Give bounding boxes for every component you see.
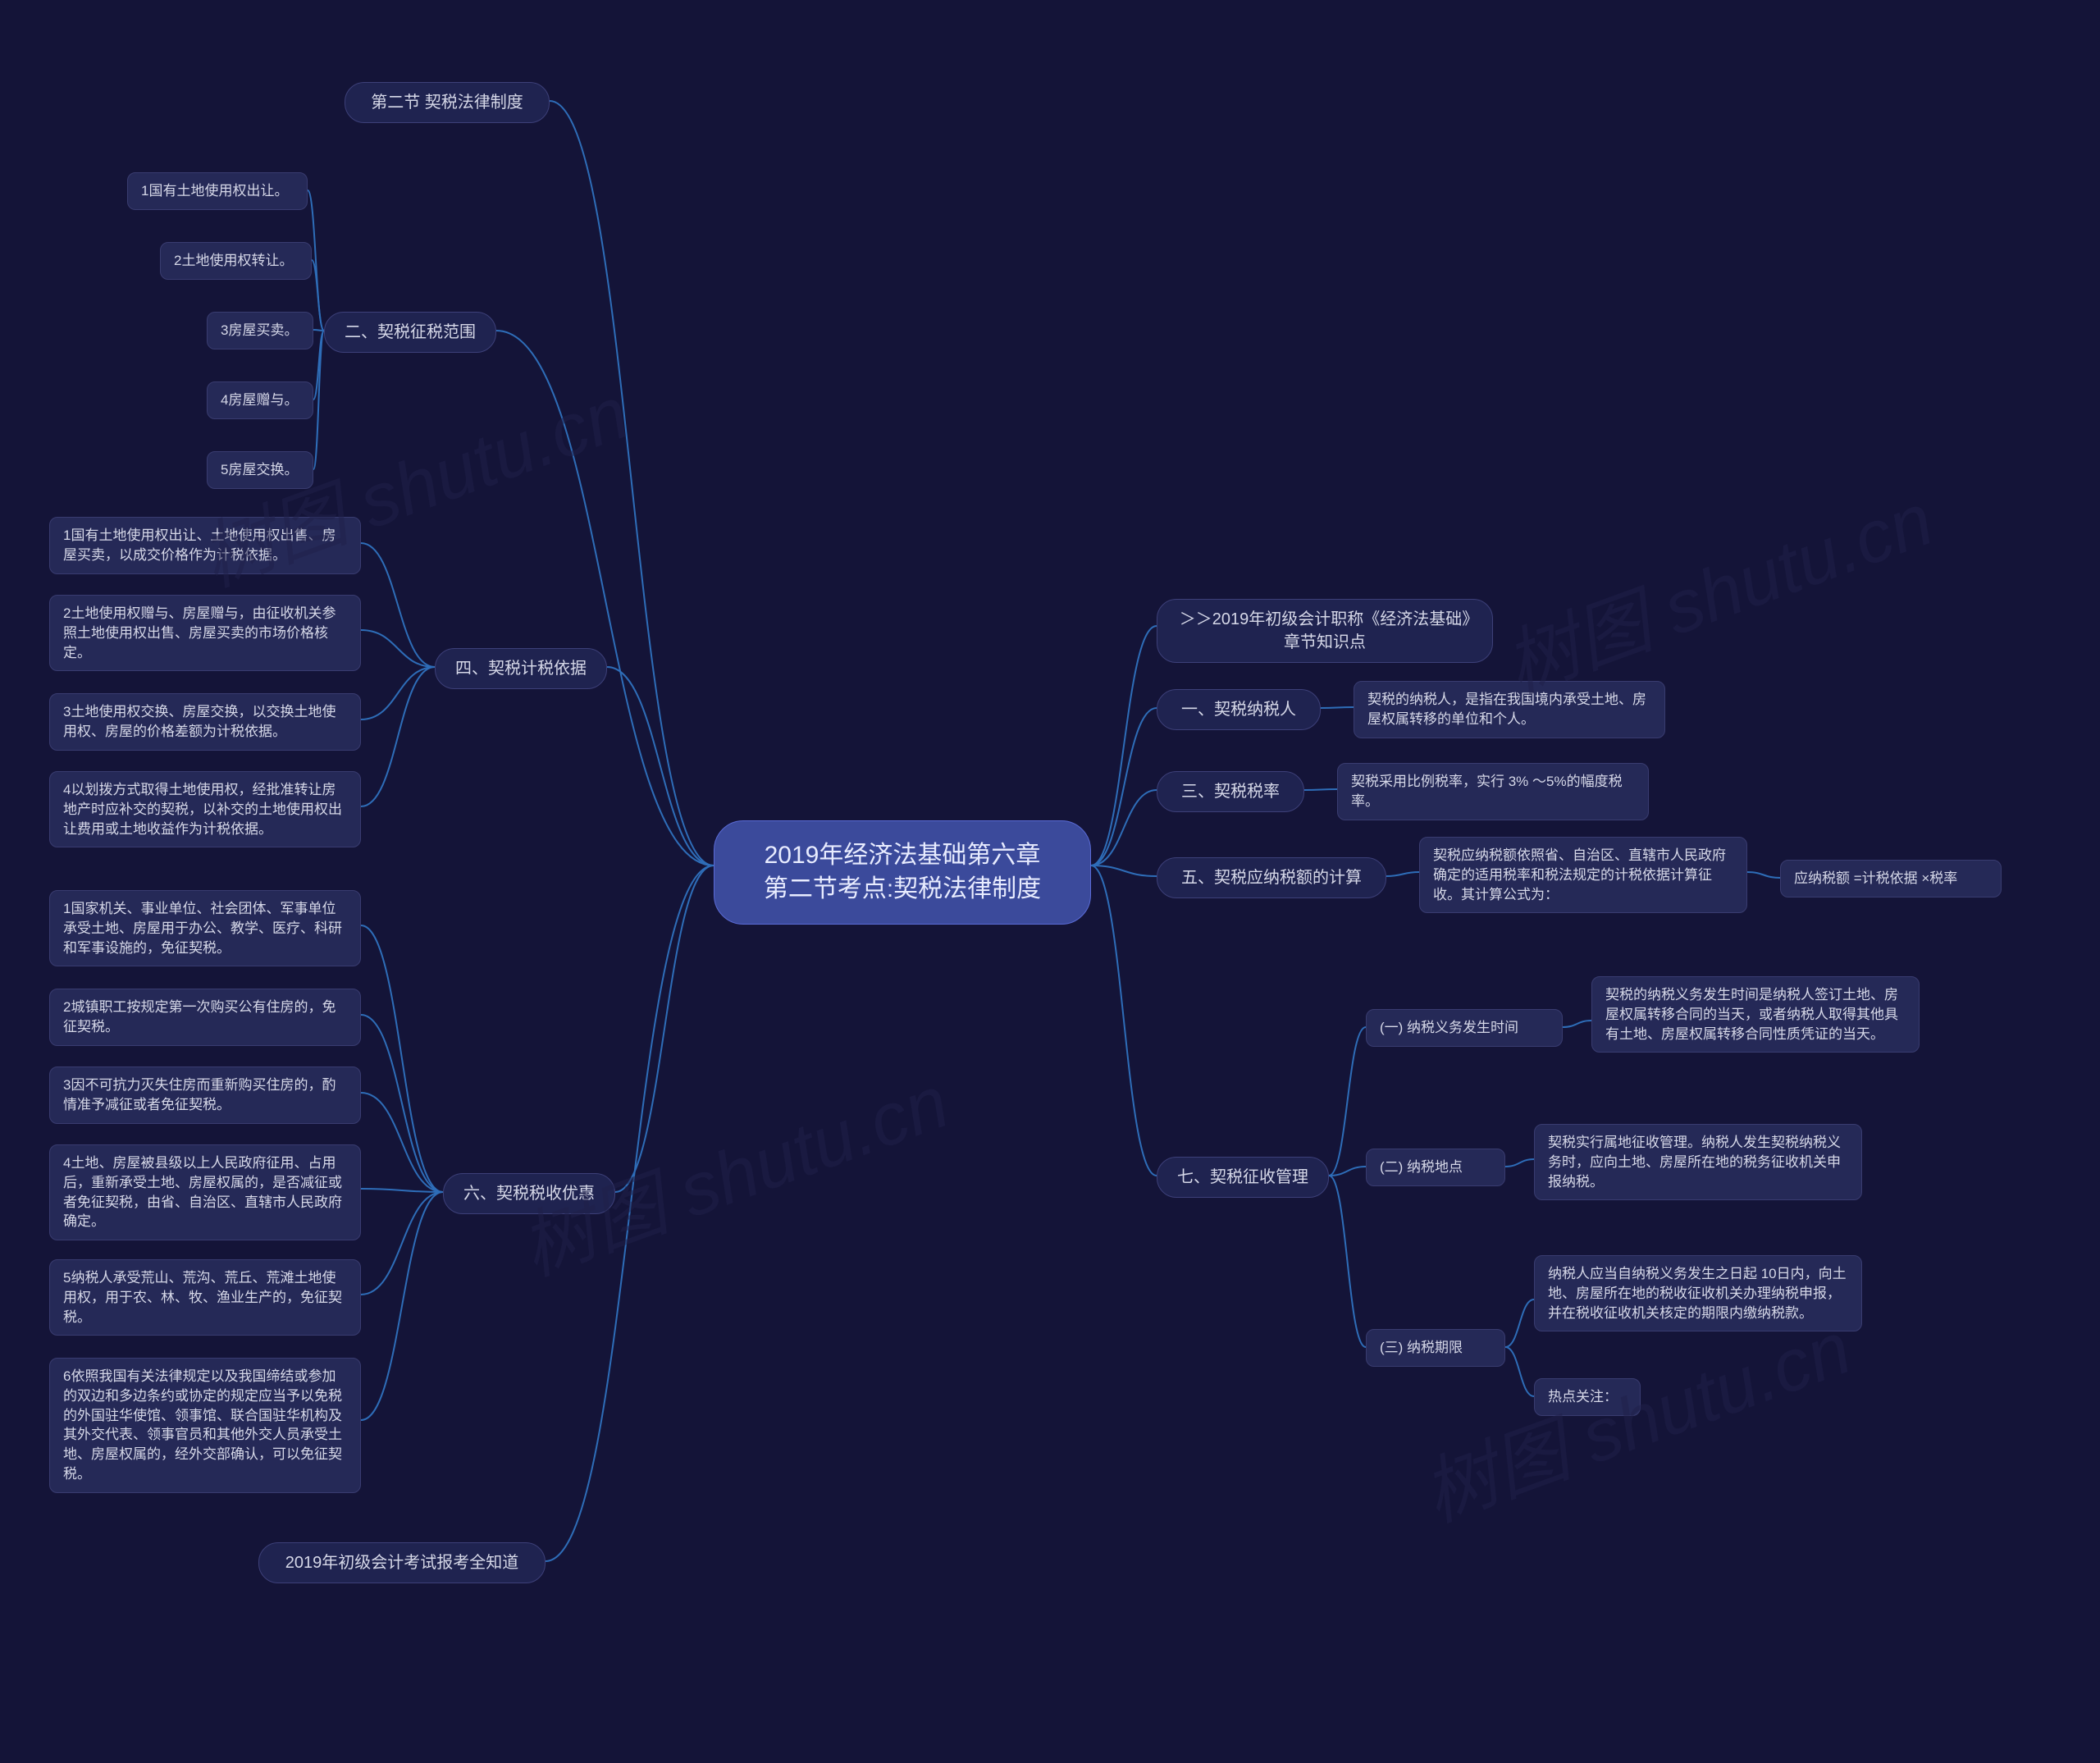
left-branch-3-leaf-1: 2城镇职工按规定第一次购买公有住房的，免征契税。 — [49, 989, 361, 1046]
left-branch-1-leaf-2: 3房屋买卖。 — [207, 312, 313, 349]
left-branch-3: 六、契税税收优惠 — [443, 1173, 615, 1214]
watermark-1: 树图 shutu.cn — [1488, 460, 1945, 714]
left-branch-1: 二、契税征税范围 — [324, 312, 496, 353]
left-branch-0: 第二节 契税法律制度 — [345, 82, 550, 123]
right-branch-4-leaf-0: (一) 纳税义务发生时间 — [1366, 1009, 1563, 1047]
left-branch-3-leaf-5: 6依照我国有关法律规定以及我国缔结或参加的双边和多边条约或协定的规定应当予以免税… — [49, 1358, 361, 1493]
right-branch-4: 七、契税征收管理 — [1157, 1157, 1329, 1198]
right-branch-2: 三、契税税率 — [1157, 771, 1304, 812]
right-branch-4-leaf-2-sub-1: 热点关注： — [1534, 1378, 1641, 1416]
right-branch-3-leaf-0-sub-0: 应纳税额 =计税依据 ×税率 — [1780, 860, 2002, 897]
left-branch-3-leaf-2: 3因不可抗力灭失住房而重新购买住房的，酌情准予减征或者免征契税。 — [49, 1066, 361, 1124]
left-branch-2: 四、契税计税依据 — [435, 648, 607, 689]
left-branch-1-leaf-0: 1国有土地使用权出让。 — [127, 172, 308, 210]
left-branch-4: 2019年初级会计考试报考全知道 — [258, 1542, 546, 1583]
right-branch-1: 一、契税纳税人 — [1157, 689, 1321, 730]
left-branch-3-leaf-4: 5纳税人承受荒山、荒沟、荒丘、荒滩土地使用权，用于农、林、牧、渔业生产的，免征契… — [49, 1259, 361, 1336]
mindmap-center-node: 2019年经济法基础第六章 第二节考点:契税法律制度 — [714, 820, 1091, 925]
left-branch-2-leaf-0: 1国有土地使用权出让、土地使用权出售、房屋买卖，以成交价格作为计税依据。 — [49, 517, 361, 574]
right-branch-0: ＞＞2019年初级会计职称《经济法基础》章节知识点 — [1157, 599, 1493, 663]
left-branch-2-leaf-1: 2土地使用权赠与、房屋赠与，由征收机关参照土地使用权出售、房屋买卖的市场价格核定… — [49, 595, 361, 671]
watermark-2: 树图 shutu.cn — [504, 1043, 961, 1296]
left-branch-1-leaf-4: 5房屋交换。 — [207, 451, 313, 489]
left-branch-2-leaf-2: 3土地使用权交换、房屋交换，以交换土地使用权、房屋的价格差额为计税依据。 — [49, 693, 361, 751]
right-branch-2-leaf-0: 契税采用比例税率，实行 3% ～5%的幅度税率。 — [1337, 763, 1649, 820]
left-branch-3-leaf-0: 1国家机关、事业单位、社会团体、军事单位承受土地、房屋用于办公、教学、医疗、科研… — [49, 890, 361, 966]
left-branch-3-leaf-3: 4土地、房屋被县级以上人民政府征用、占用后，重新承受土地、房屋权属的，是否减征或… — [49, 1144, 361, 1240]
right-branch-4-leaf-2-sub-0: 纳税人应当自纳税义务发生之日起 10日内，向土地、房屋所在地的税收征收机关办理纳… — [1534, 1255, 1862, 1331]
left-branch-1-leaf-3: 4房屋赠与。 — [207, 381, 313, 419]
right-branch-4-leaf-1: (二) 纳税地点 — [1366, 1149, 1505, 1186]
left-branch-1-leaf-1: 2土地使用权转让。 — [160, 242, 312, 280]
right-branch-4-leaf-2: (三) 纳税期限 — [1366, 1329, 1505, 1367]
right-branch-1-leaf-0: 契税的纳税人，是指在我国境内承受土地、房屋权属转移的单位和个人。 — [1354, 681, 1665, 738]
right-branch-4-leaf-0-sub-0: 契税的纳税义务发生时间是纳税人签订土地、房屋权属转移合同的当天，或者纳税人取得其… — [1591, 976, 1920, 1053]
right-branch-4-leaf-1-sub-0: 契税实行属地征收管理。纳税人发生契税纳税义务时，应向土地、房屋所在地的税务征收机… — [1534, 1124, 1862, 1200]
right-branch-3-leaf-0: 契税应纳税额依照省、自治区、直辖市人民政府确定的适用税率和税法规定的计税依据计算… — [1419, 837, 1747, 913]
left-branch-2-leaf-3: 4以划拨方式取得土地使用权，经批准转让房地产时应补交的契税，以补交的土地使用权出… — [49, 771, 361, 847]
right-branch-3: 五、契税应纳税额的计算 — [1157, 857, 1386, 898]
